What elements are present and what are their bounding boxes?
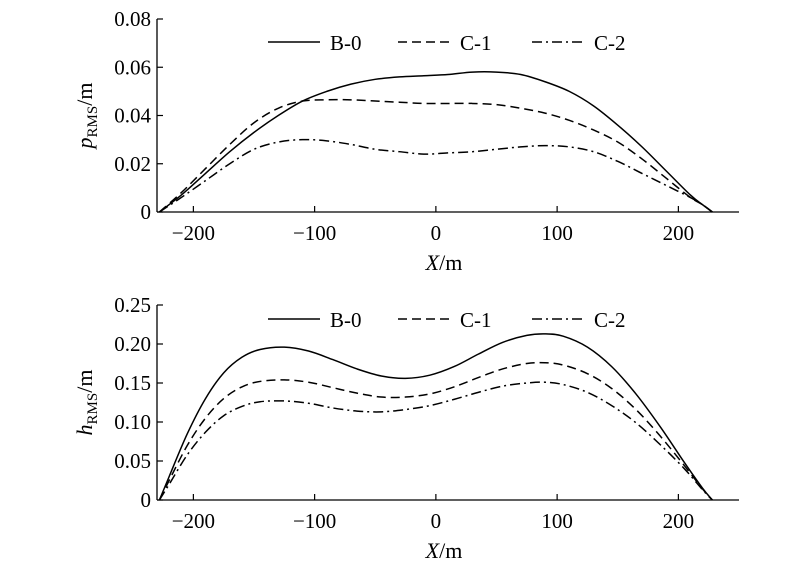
y-tick-label: 0 (141, 200, 152, 224)
legend-label-b-0: B-0 (330, 31, 362, 55)
y-axis-label-unit: /m (72, 370, 97, 393)
legend-label-c-1: C-1 (460, 308, 492, 332)
series-line-b-0 (158, 71, 713, 213)
x-tick-label: 100 (541, 221, 573, 245)
series-line-c-2 (158, 381, 713, 501)
y-axis-label-subscript: RMS (85, 106, 101, 138)
x-tick-label: −100 (293, 509, 336, 533)
y-axis-label: hRMS/m (72, 370, 101, 436)
x-tick-label: 100 (541, 509, 573, 533)
series-line-c-1 (158, 361, 713, 501)
legend-label-b-0: B-0 (330, 308, 362, 332)
y-axis-label-subscript: RMS (85, 393, 101, 425)
bottom-chart-panel: 00.050.100.150.200.25−200 −100 0 100 200X/mh… (72, 293, 739, 563)
y-tick-label: 0.06 (114, 55, 151, 79)
top-chart-panel: 00.020.040.060.08−200 −100 0 100 200X/mpRMS/… (72, 7, 739, 275)
y-axis-label-unit: /m (72, 83, 97, 106)
series-line-b-0 (158, 333, 713, 501)
x-axis-label-symbol: X (425, 250, 441, 275)
y-tick-label: 0.20 (114, 332, 151, 356)
y-tick-label: 0.04 (114, 104, 151, 128)
x-axis-label-symbol: X (425, 538, 441, 563)
series-line-c-2 (159, 138, 713, 213)
legend-label-c-2: C-2 (594, 31, 626, 55)
x-axis-label-unit: /m (439, 250, 462, 275)
series-line-c-1 (158, 98, 713, 213)
x-tick-label: 0 (431, 221, 442, 245)
y-axis-label: pRMS/m (72, 83, 101, 151)
x-axis-label: X/m (425, 538, 463, 563)
y-axis-label-symbol: p (72, 137, 97, 150)
y-tick-label: 0.05 (114, 449, 151, 473)
x-tick-label: 200 (663, 221, 695, 245)
x-tick-label: −200 (172, 221, 215, 245)
y-tick-label: 0 (141, 488, 152, 512)
y-tick-label: 0.10 (114, 410, 151, 434)
y-tick-label: 0.15 (114, 371, 151, 395)
x-axis-label: X/m (425, 250, 463, 275)
x-tick-label: 0 (431, 509, 442, 533)
x-tick-label: 200 (663, 509, 695, 533)
y-axis-label-symbol: h (72, 424, 97, 435)
y-tick-label: 0.02 (114, 152, 151, 176)
x-tick-label: −100 (293, 221, 336, 245)
x-axis-label-unit: /m (439, 538, 462, 563)
y-tick-label: 0.25 (114, 293, 151, 317)
y-tick-label: 0.08 (114, 7, 151, 31)
legend-label-c-2: C-2 (594, 308, 626, 332)
x-tick-label: −200 (172, 509, 215, 533)
legend-label-c-1: C-1 (460, 31, 492, 55)
